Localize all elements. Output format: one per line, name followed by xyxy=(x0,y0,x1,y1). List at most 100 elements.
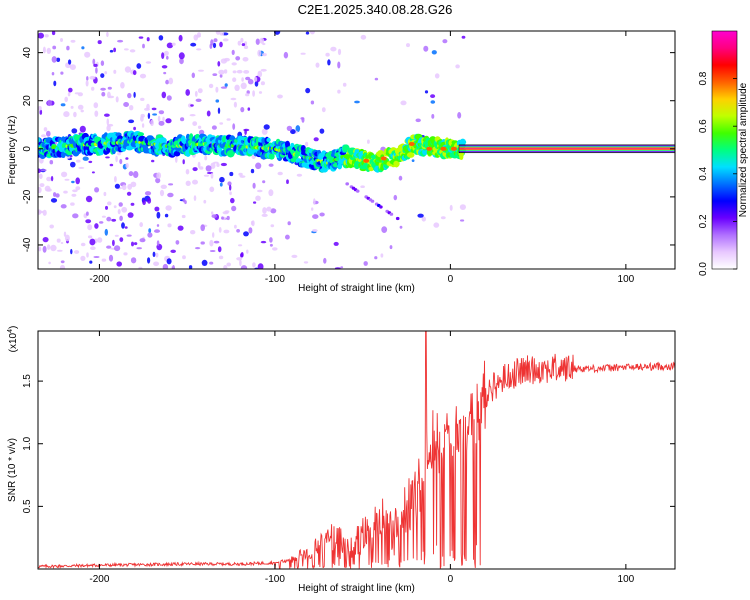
noise-cell xyxy=(147,257,151,264)
noise-cell xyxy=(285,234,290,240)
x-tick-label: 0 xyxy=(448,274,454,285)
noise-cell xyxy=(95,67,98,74)
noise-cell xyxy=(164,213,169,218)
noise-cell xyxy=(39,157,44,164)
carrier-line xyxy=(459,146,675,148)
noise-cell xyxy=(79,125,86,133)
noise-cell xyxy=(63,111,70,118)
noise-cell xyxy=(239,259,242,267)
noise-cell xyxy=(80,255,86,261)
noise-cell xyxy=(85,195,93,203)
y-tick-label: 1.5 xyxy=(22,374,33,388)
noise-cell xyxy=(459,204,466,211)
colorbar-tick-label: 0.8 xyxy=(698,71,709,85)
noise-cell xyxy=(156,211,161,219)
noise-cell xyxy=(201,259,208,266)
noise-cell xyxy=(106,31,109,38)
ridge-cell xyxy=(337,163,343,170)
noise-cell xyxy=(227,181,232,186)
noise-cell xyxy=(219,74,223,78)
ridge-cell xyxy=(459,138,466,146)
noise-cell xyxy=(180,117,185,122)
noise-cell xyxy=(170,249,176,253)
noise-cell xyxy=(209,250,216,252)
noise-cell xyxy=(108,254,114,262)
peak-cell xyxy=(426,146,433,151)
noise-cell xyxy=(46,176,52,182)
noise-cell xyxy=(105,205,108,210)
carrier-line xyxy=(459,149,675,151)
noise-cell xyxy=(163,71,167,75)
noise-cell xyxy=(374,77,379,81)
noise-cell xyxy=(433,222,440,228)
noise-cell xyxy=(39,109,43,115)
noise-cell xyxy=(363,261,368,266)
noise-cell xyxy=(277,94,283,99)
noise-cell xyxy=(99,221,104,224)
noise-cell xyxy=(213,240,220,244)
scale-factor-label: (x104) xyxy=(7,326,19,353)
noise-cell xyxy=(191,72,195,79)
noise-cell xyxy=(393,194,398,201)
noise-cell xyxy=(232,70,237,74)
carrier-line xyxy=(459,150,675,152)
y-tick-label: 40 xyxy=(22,47,33,59)
noise-cell xyxy=(226,215,230,221)
chart-title: C2E1.2025.340.08.28.G26 xyxy=(297,2,453,17)
colorbar-label: Normalized spectral amplitude xyxy=(738,82,749,217)
x-tick-label: -100 xyxy=(265,574,285,585)
noise-cell xyxy=(94,223,99,229)
noise-cell xyxy=(266,206,272,212)
noise-cell xyxy=(165,205,172,211)
ridge-cell xyxy=(406,152,415,158)
noise-cell xyxy=(243,231,249,237)
noise-cell xyxy=(411,159,415,163)
noise-cell xyxy=(44,185,51,192)
noise-cell xyxy=(257,70,263,78)
noise-cell xyxy=(68,87,73,93)
noise-cell xyxy=(76,159,81,163)
noise-cell xyxy=(360,34,367,40)
noise-cell xyxy=(126,234,132,237)
noise-cell xyxy=(323,257,327,264)
noise-cell xyxy=(421,216,426,222)
noise-cell xyxy=(130,202,135,206)
noise-cell xyxy=(257,189,263,193)
noise-cell xyxy=(148,228,152,234)
noise-cell xyxy=(220,86,228,89)
ridge-cell xyxy=(285,140,290,148)
noise-cell xyxy=(51,56,57,63)
noise-cell xyxy=(203,174,210,177)
noise-cell xyxy=(162,116,165,122)
noise-cell xyxy=(114,183,120,189)
noise-cell xyxy=(129,49,136,53)
noise-cell xyxy=(84,51,91,58)
noise-cell xyxy=(89,75,96,80)
noise-cell xyxy=(56,238,61,243)
noise-cell xyxy=(398,175,403,181)
noise-cell xyxy=(290,129,296,135)
noise-cell xyxy=(234,84,240,92)
noise-cell xyxy=(71,193,77,197)
noise-cell xyxy=(154,206,160,212)
noise-cell xyxy=(219,182,223,187)
noise-cell xyxy=(305,87,311,94)
noise-cell xyxy=(260,68,267,72)
noise-cell xyxy=(46,130,51,137)
noise-cell xyxy=(158,120,165,126)
noise-cell xyxy=(449,204,453,211)
noise-cell xyxy=(72,189,78,193)
noise-cell xyxy=(189,114,196,117)
noise-cell xyxy=(216,163,220,167)
noise-cell xyxy=(258,91,263,94)
noise-cell xyxy=(133,242,138,246)
noise-cell xyxy=(224,83,228,87)
noise-cell xyxy=(235,56,241,61)
noise-cell xyxy=(185,168,190,175)
noise-cell xyxy=(67,92,71,97)
noise-cell xyxy=(63,190,68,194)
noise-cell xyxy=(430,94,436,98)
noise-cell xyxy=(71,128,78,134)
noise-cell xyxy=(146,37,150,42)
noise-cell xyxy=(166,258,172,265)
